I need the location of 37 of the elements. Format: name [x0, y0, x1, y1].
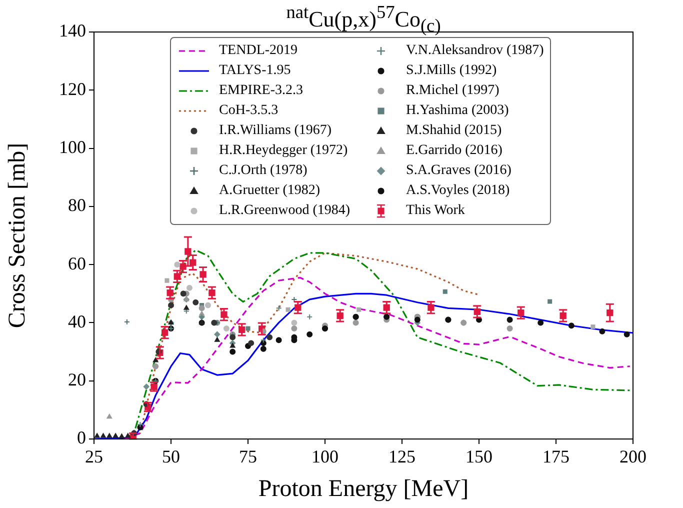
legend-label: L.R.Greenwood (1984): [219, 202, 350, 220]
chart-title: $^{nat}$Cu(p,x)$^{57}$Co$_{(c)}$: [285, 2, 442, 37]
legend-label: S.A.Graves (2016): [406, 162, 512, 180]
y-tick-label: 40: [68, 311, 86, 332]
legend-label: M.Shahid (2015): [406, 122, 502, 140]
x-tick-label: 50: [162, 446, 180, 467]
legend-label: H.Yashima (2003): [406, 102, 509, 120]
legend-label: C.J.Orth (1978): [219, 162, 308, 180]
x-axis-title: Proton Energy [MeV]: [258, 476, 469, 502]
legend-label: S.J.Mills (1992): [406, 62, 497, 80]
legend-label: TALYS-1.95: [219, 62, 291, 80]
x-tick-label: 200: [620, 446, 646, 467]
x-tick-label: 125: [388, 446, 416, 467]
y-tick-label: 0: [77, 428, 86, 448]
x-tick-label: 100: [312, 446, 338, 467]
legend-label: I.R.Williams (1967): [219, 122, 332, 140]
y-tick-label: 20: [68, 370, 86, 390]
x-tick-label: 150: [466, 446, 492, 467]
legend-label: A.Gruetter (1982): [219, 182, 320, 200]
x-tick-label: 175: [542, 446, 570, 467]
legend-label: EMPIRE-3.2.3: [219, 82, 303, 100]
legend-label: R.Michel (1997): [406, 82, 500, 100]
legend-label: CoH-3.5.3: [219, 102, 278, 120]
legend-label: V.N.Aleksandrov (1987): [406, 42, 544, 60]
legend-label: H.R.Heydegger (1972): [219, 142, 348, 160]
x-tick-label: 75: [239, 446, 257, 467]
y-tick-label: 140: [59, 20, 86, 41]
legend-label: A.S.Voyles (2018): [406, 182, 510, 200]
y-axis-title: Cross Section [mb]: [4, 142, 31, 328]
y-tick-label: 80: [68, 195, 86, 216]
legend-label: E.Garrido (2016): [406, 142, 502, 160]
legend-label: This Work: [406, 202, 465, 220]
legend-label: TENDL-2019: [219, 42, 298, 60]
x-tick-label: 25: [85, 446, 103, 467]
y-tick-label: 60: [68, 253, 86, 274]
y-tick-label: 120: [59, 78, 86, 99]
y-tick-label: 100: [59, 137, 86, 158]
